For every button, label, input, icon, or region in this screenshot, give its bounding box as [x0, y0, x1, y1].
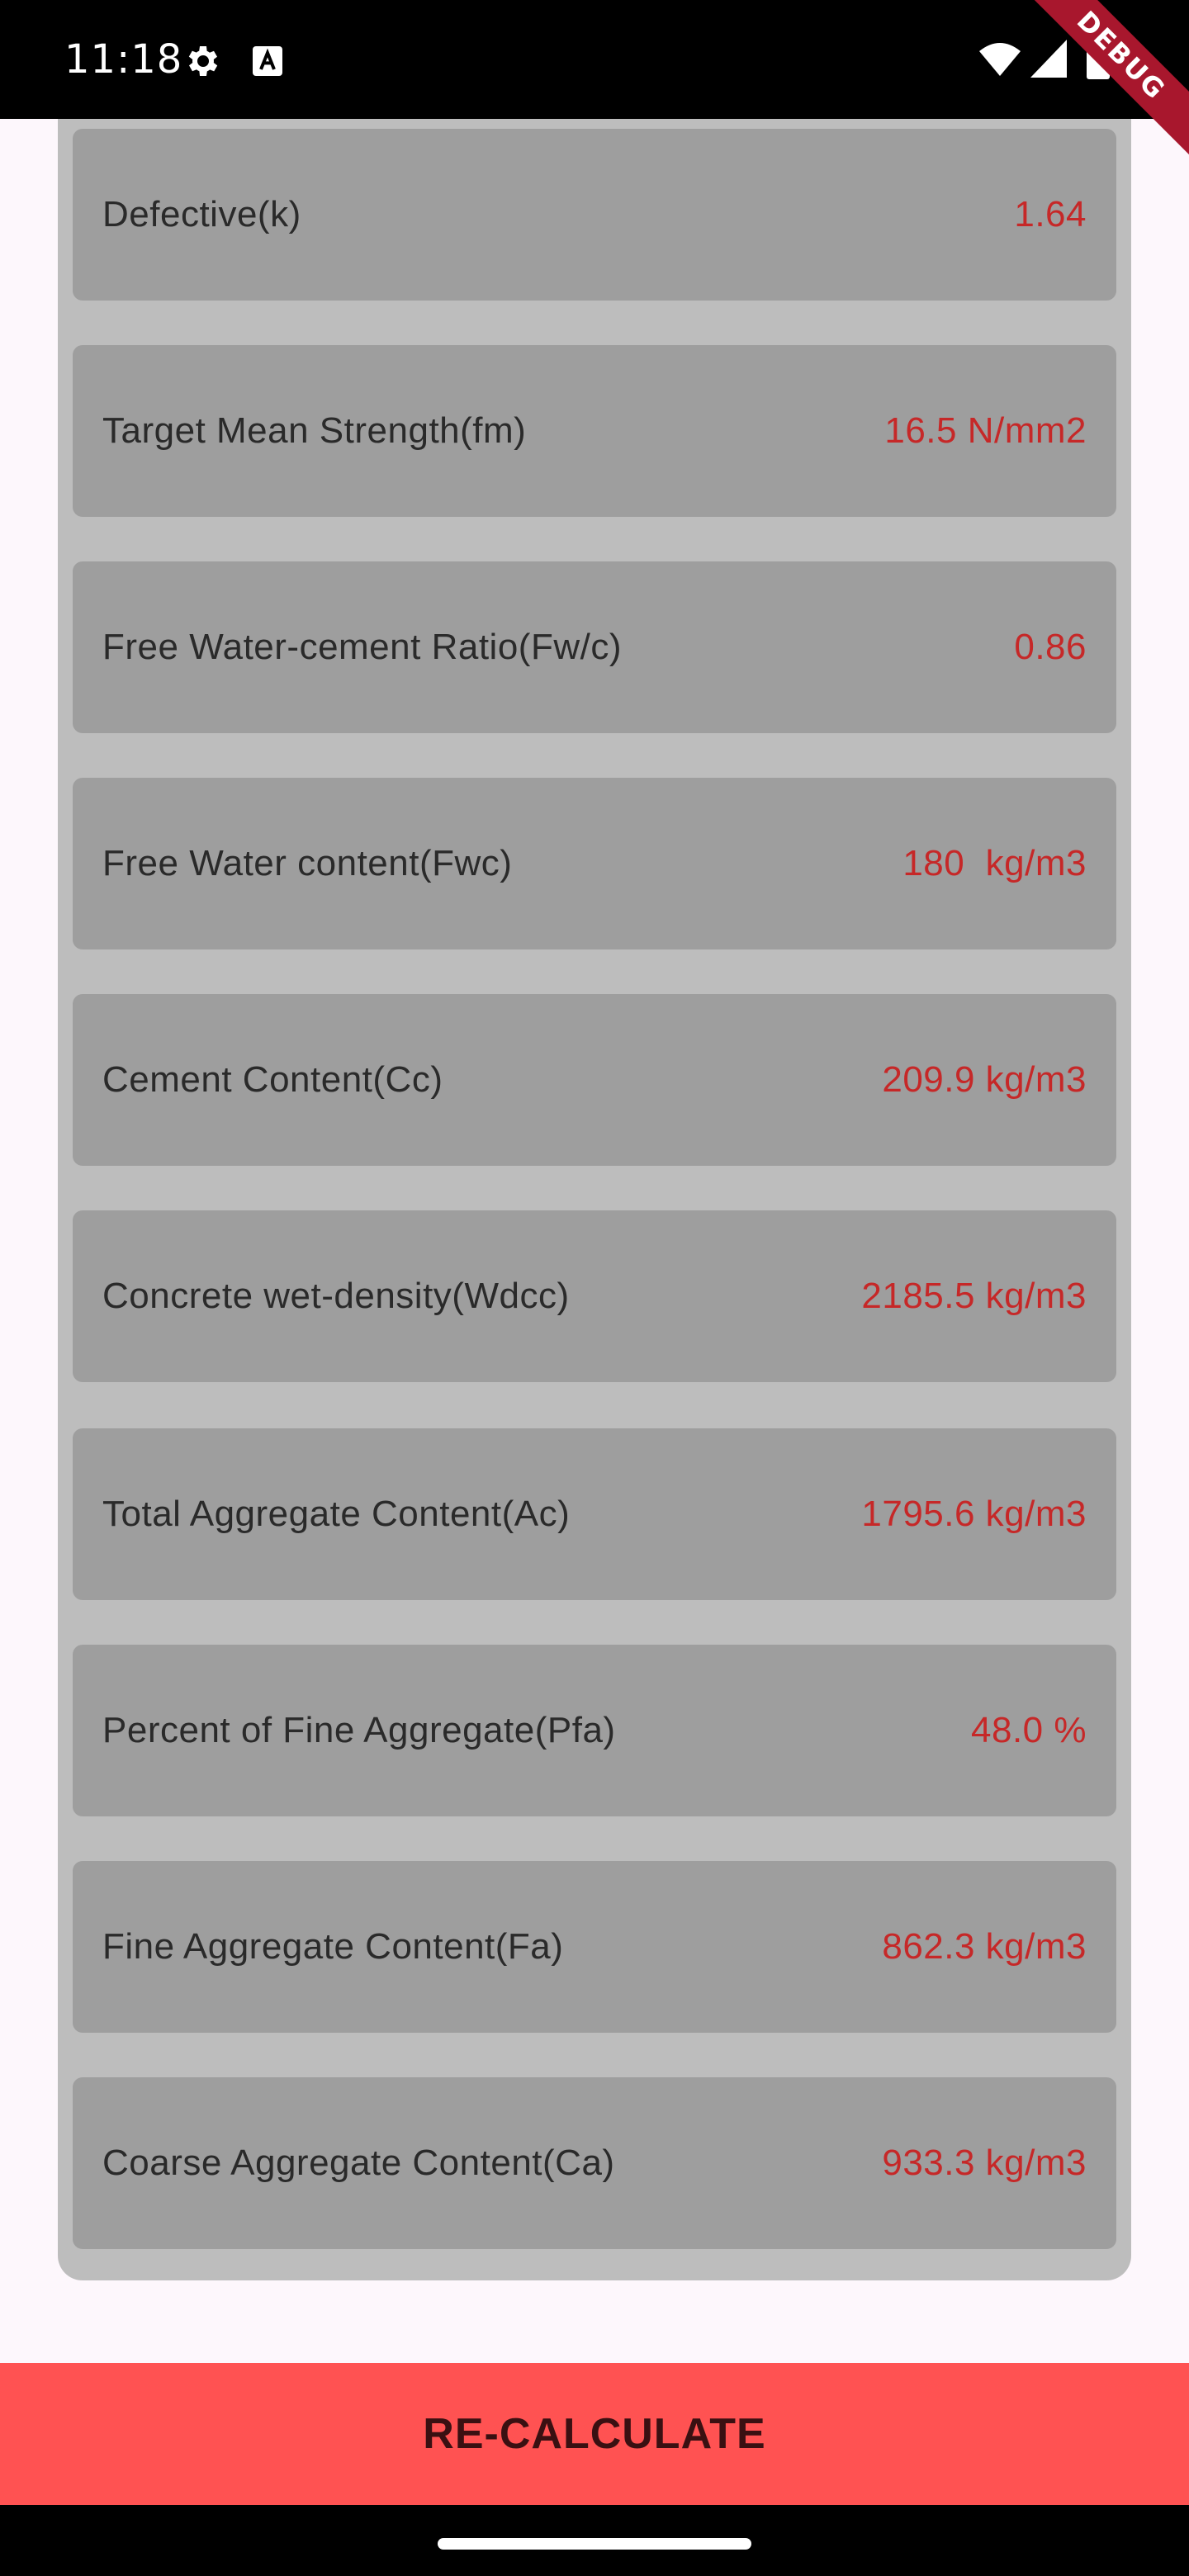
result-value: 1795.6 kg/m3: [861, 1494, 1087, 1534]
result-value: 2185.5 kg/m3: [861, 1276, 1087, 1316]
result-label: Percent of Fine Aggregate(Pfa): [102, 1710, 616, 1750]
result-card-defective: Defective(k) 1.64: [73, 129, 1116, 301]
result-label: Free Water-cement Ratio(Fw/c): [102, 627, 622, 667]
gear-icon: [188, 46, 218, 76]
result-card-target-mean-strength: Target Mean Strength(fm) 16.5 N/mm2: [73, 345, 1116, 517]
result-label: Cement Content(Cc): [102, 1059, 443, 1100]
result-label: Coarse Aggregate Content(Ca): [102, 2143, 615, 2183]
result-value: 209.9 kg/m3: [882, 1059, 1087, 1100]
result-card-percent-fine-aggregate: Percent of Fine Aggregate(Pfa) 48.0 %: [73, 1645, 1116, 1816]
result-card-free-water-cement-ratio: Free Water-cement Ratio(Fw/c) 0.86: [73, 561, 1116, 733]
result-label: Concrete wet-density(Wdcc): [102, 1276, 570, 1316]
result-value: 0.86: [1014, 627, 1087, 667]
result-value: 933.3 kg/m3: [882, 2143, 1087, 2183]
result-value: 48.0 %: [971, 1710, 1087, 1750]
result-value: 862.3 kg/m3: [882, 1926, 1087, 1967]
result-card-concrete-wet-density: Concrete wet-density(Wdcc) 2185.5 kg/m3: [73, 1210, 1116, 1382]
status-time: 11:18: [64, 36, 183, 83]
result-value: 16.5 N/mm2: [884, 410, 1087, 451]
navigation-bar: [0, 2505, 1189, 2576]
signal-icon: [1030, 40, 1067, 78]
result-label: Free Water content(Fwc): [102, 843, 513, 883]
home-gesture-handle[interactable]: [438, 2538, 751, 2550]
status-bar: 11:18: [0, 0, 1189, 119]
result-card-coarse-aggregate-content: Coarse Aggregate Content(Ca) 933.3 kg/m3: [73, 2077, 1116, 2249]
result-card-free-water-content: Free Water content(Fwc) 180 kg/m3: [73, 778, 1116, 949]
result-label: Fine Aggregate Content(Fa): [102, 1926, 564, 1967]
result-card-cement-content: Cement Content(Cc) 209.9 kg/m3: [73, 994, 1116, 1166]
result-label: Defective(k): [102, 194, 301, 234]
result-value: 180 kg/m3: [902, 843, 1087, 883]
recalculate-button[interactable]: RE-CALCULATE: [0, 2363, 1189, 2505]
wifi-icon: [979, 43, 1021, 76]
result-value: 1.64: [1014, 194, 1087, 234]
result-label: Target Mean Strength(fm): [102, 410, 527, 451]
a-notification-icon: [253, 46, 282, 76]
result-card-fine-aggregate-content: Fine Aggregate Content(Fa) 862.3 kg/m3: [73, 1861, 1116, 2033]
result-label: Total Aggregate Content(Ac): [102, 1494, 571, 1534]
result-card-total-aggregate-content: Total Aggregate Content(Ac) 1795.6 kg/m3: [73, 1428, 1116, 1600]
